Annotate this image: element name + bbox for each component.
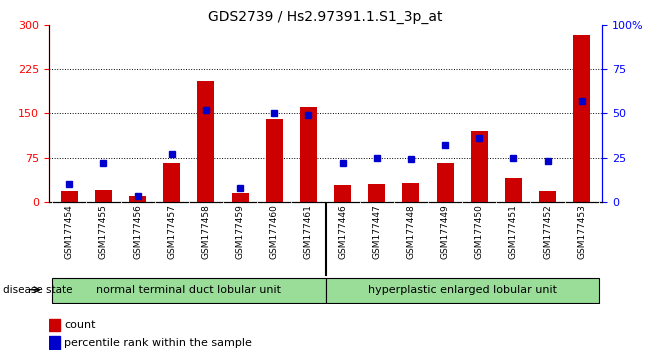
Bar	[326, 278, 599, 303]
Bar	[471, 131, 488, 202]
Bar	[573, 35, 590, 202]
Text: GSM177459: GSM177459	[236, 204, 245, 259]
Text: GSM177449: GSM177449	[441, 204, 450, 259]
Text: hyperplastic enlarged lobular unit: hyperplastic enlarged lobular unit	[368, 285, 557, 295]
Bar	[197, 81, 214, 202]
Bar	[539, 191, 556, 202]
Text: GSM177452: GSM177452	[543, 204, 552, 259]
Bar	[437, 164, 454, 202]
Bar	[368, 184, 385, 202]
Text: GSM177456: GSM177456	[133, 204, 142, 259]
Text: GSM177460: GSM177460	[270, 204, 279, 259]
Text: count: count	[64, 320, 96, 330]
Text: GSM177458: GSM177458	[201, 204, 210, 259]
Text: percentile rank within the sample: percentile rank within the sample	[64, 338, 253, 348]
Bar	[266, 119, 283, 202]
Text: GSM177455: GSM177455	[99, 204, 108, 259]
Text: disease state: disease state	[3, 285, 73, 295]
Title: GDS2739 / Hs2.97391.1.S1_3p_at: GDS2739 / Hs2.97391.1.S1_3p_at	[208, 10, 443, 24]
Text: GSM177457: GSM177457	[167, 204, 176, 259]
Bar	[232, 193, 249, 202]
Bar	[52, 278, 326, 303]
Bar	[163, 164, 180, 202]
Bar	[334, 185, 351, 202]
Text: GSM177453: GSM177453	[577, 204, 586, 259]
Text: GSM177451: GSM177451	[509, 204, 518, 259]
Text: GSM177446: GSM177446	[338, 204, 347, 259]
Bar	[95, 190, 112, 202]
Text: GSM177447: GSM177447	[372, 204, 381, 259]
Bar	[61, 191, 78, 202]
Text: GSM177461: GSM177461	[304, 204, 313, 259]
Text: GSM177448: GSM177448	[406, 204, 415, 259]
Text: GSM177454: GSM177454	[65, 204, 74, 259]
Bar	[505, 178, 522, 202]
Bar	[402, 183, 419, 202]
Text: GSM177450: GSM177450	[475, 204, 484, 259]
Text: normal terminal duct lobular unit: normal terminal duct lobular unit	[96, 285, 281, 295]
Bar	[49, 319, 60, 331]
Bar	[49, 336, 60, 349]
Bar	[300, 107, 317, 202]
Bar	[129, 196, 146, 202]
